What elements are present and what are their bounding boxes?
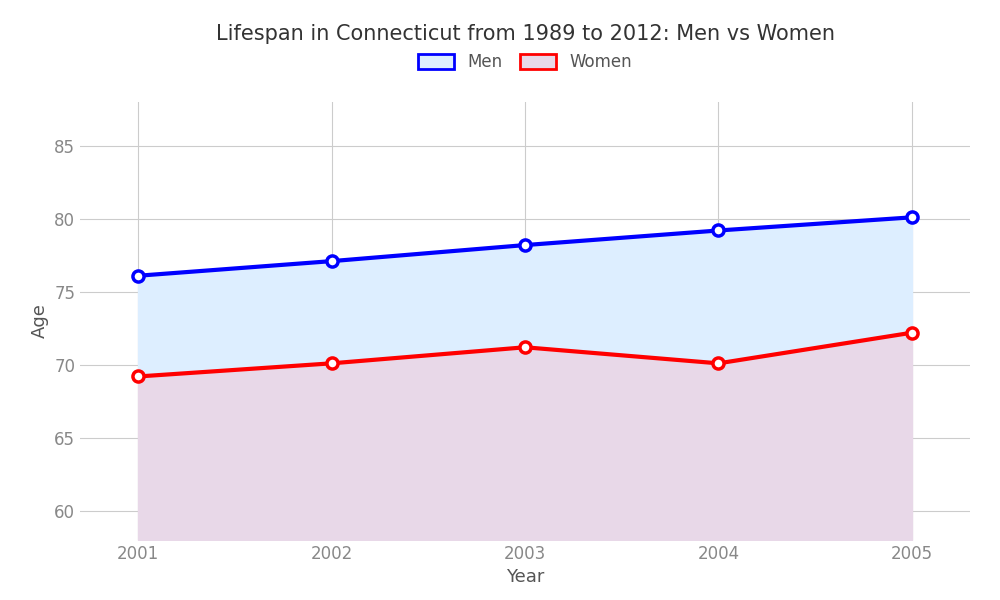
Y-axis label: Age: Age bbox=[31, 304, 49, 338]
Legend: Men, Women: Men, Women bbox=[409, 44, 641, 79]
X-axis label: Year: Year bbox=[506, 568, 544, 586]
Title: Lifespan in Connecticut from 1989 to 2012: Men vs Women: Lifespan in Connecticut from 1989 to 201… bbox=[216, 23, 834, 43]
